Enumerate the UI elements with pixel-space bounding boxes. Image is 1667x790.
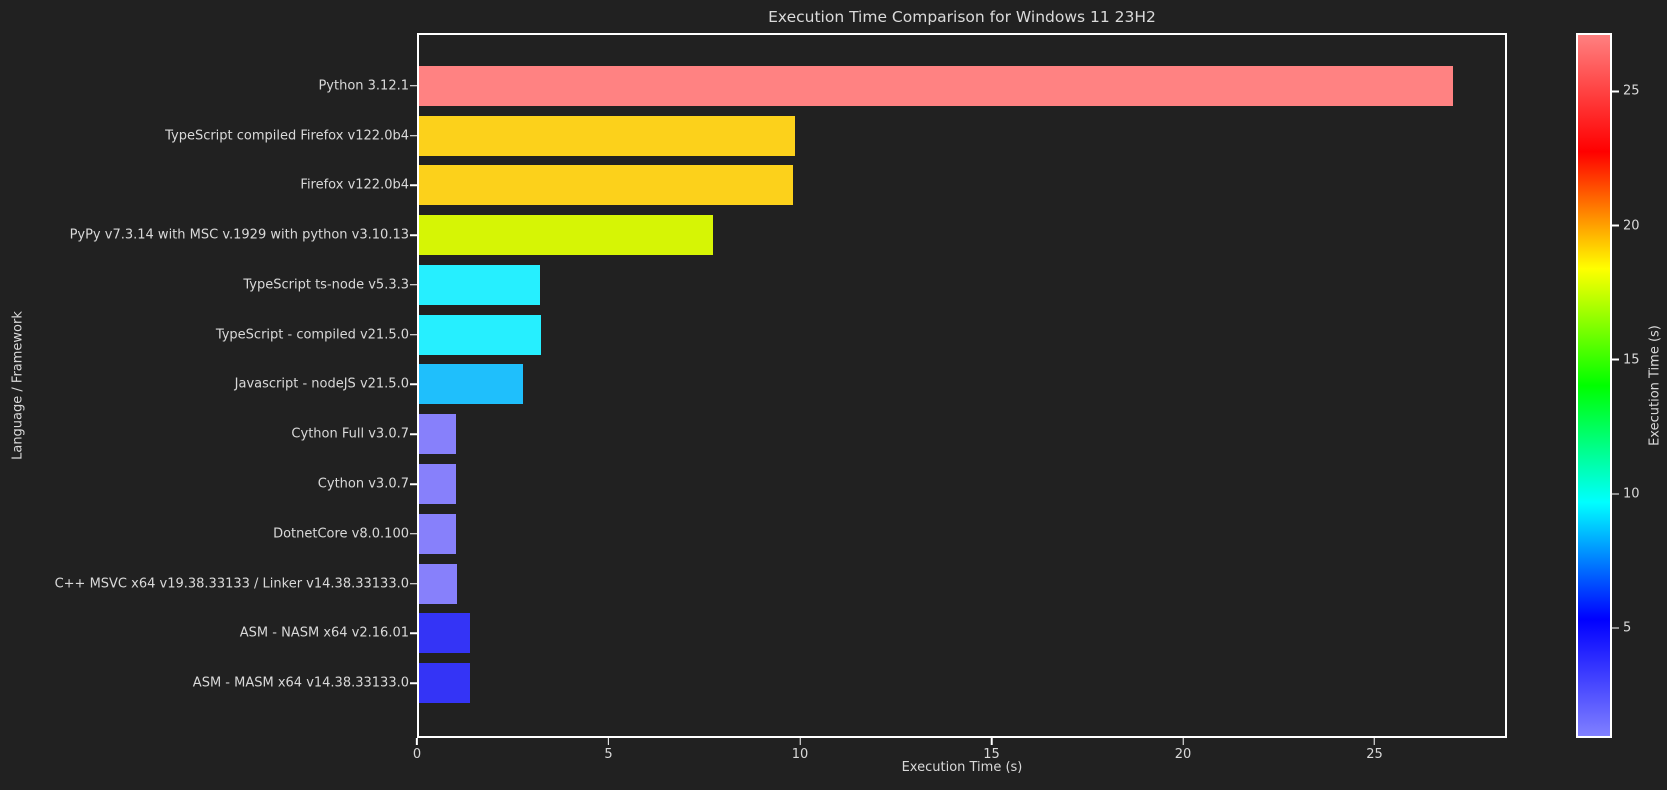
category-label: TypeScript ts-node v5.3.3: [243, 277, 409, 293]
bar: [419, 464, 457, 504]
colorbar-tick: 10: [1610, 486, 1640, 501]
bar-row: Python 3.12.1: [318, 61, 1505, 111]
x-tick-label: 15: [983, 747, 1000, 762]
x-tick-mark: [607, 738, 610, 745]
colorbar-tick: 20: [1610, 218, 1640, 233]
y-tick-mark: [410, 582, 417, 585]
bar-row: C++ MSVC x64 v19.38.33133 / Linker v14.3…: [55, 559, 1505, 609]
colorbar-gradient: [1578, 35, 1610, 736]
colorbar-tick-mark: [1612, 224, 1619, 227]
colorbar: 25 20 15 10 5: [1576, 33, 1640, 738]
x-tick-mark: [990, 738, 993, 745]
category-label: C++ MSVC x64 v19.38.33133 / Linker v14.3…: [54, 576, 409, 592]
y-tick-mark: [410, 184, 417, 187]
category-label: Firefox v122.0b4: [300, 177, 409, 193]
x-tick: 0: [413, 738, 421, 762]
bar: [419, 563, 457, 604]
colorbar-tick: 25: [1610, 84, 1640, 99]
colorbar-tick-mark: [1612, 358, 1619, 361]
category-label: Cython Full v3.0.7: [291, 426, 409, 442]
bar: [419, 165, 793, 206]
y-tick-mark: [410, 632, 417, 635]
bar-row: ASM - NASM x64 v2.16.01: [240, 608, 1505, 658]
x-tick-mark: [1373, 738, 1376, 745]
y-tick-mark: [410, 333, 417, 336]
bar-row: DotnetCore v8.0.100: [273, 509, 1505, 559]
x-tick: 15: [983, 738, 1000, 762]
x-axis: 0 5 10 15 20 25: [413, 738, 1507, 768]
y-tick-mark: [410, 483, 417, 485]
y-tick-mark: [410, 134, 417, 137]
bar-row: Cython Full v3.0.7: [291, 409, 1505, 459]
category-label: DotnetCore v8.0.100: [273, 526, 409, 542]
bar: [419, 65, 1454, 106]
bar: [419, 513, 457, 554]
bar: [419, 264, 540, 305]
x-tick-label: 5: [604, 747, 613, 762]
bar: [419, 115, 796, 156]
x-axis-title: Execution Time (s): [901, 760, 1023, 775]
x-tick-mark: [799, 738, 801, 745]
category-label: TypeScript - compiled v21.5.0: [215, 327, 409, 343]
bar-row: Javascript - nodeJS v21.5.0: [235, 360, 1505, 410]
x-tick-label: 10: [791, 747, 809, 762]
x-tick: 10: [791, 738, 809, 762]
y-tick-mark: [410, 682, 417, 684]
y-axis-title: Language / Framework: [10, 311, 26, 460]
bar: [419, 613, 470, 654]
bar: [419, 314, 542, 355]
bar: [419, 364, 524, 405]
colorbar-title: Execution Time (s): [1647, 325, 1663, 446]
y-tick-mark: [410, 533, 417, 535]
y-tick-mark: [410, 433, 417, 435]
category-label: TypeScript compiled Firefox v122.0b4: [165, 128, 409, 144]
category-label: Cython v3.0.7: [317, 476, 409, 492]
colorbar-tick-mark: [1612, 627, 1619, 629]
y-tick-mark: [410, 234, 417, 236]
chart-title: Execution Time Comparison for Windows 11…: [768, 8, 1156, 26]
bar: [419, 414, 457, 455]
colorbar-tick-label: 20: [1623, 218, 1640, 234]
plot-area: Python 3.12.1 TypeScript compiled Firefox…: [55, 33, 1507, 738]
x-tick: 20: [1174, 738, 1192, 762]
bar-row: TypeScript compiled Firefox v122.0b4: [165, 111, 1505, 161]
colorbar-tick-mark: [1612, 493, 1619, 495]
bars-container: Python 3.12.1 TypeScript compiled Firefox…: [55, 35, 1505, 736]
colorbar-tick-mark: [1612, 90, 1619, 93]
bar-row: TypeScript - compiled v21.5.0: [216, 310, 1505, 360]
x-tick-mark: [1182, 738, 1184, 745]
colorbar-tick-label: 15: [1623, 352, 1640, 368]
y-tick-mark: [410, 383, 417, 386]
bar-row: Cython v3.0.7: [318, 459, 1505, 509]
bar-row: Firefox v122.0b4: [300, 161, 1505, 211]
category-label: ASM - NASM x64 v2.16.01: [239, 625, 409, 641]
colorbar-tick-label: 5: [1623, 620, 1632, 636]
y-tick-mark: [410, 284, 417, 286]
category-label: Javascript - nodeJS v21.5.0: [234, 376, 409, 392]
colorbar-tick-label: 10: [1623, 486, 1640, 502]
bar-row: TypeScript ts-node v5.3.3: [243, 260, 1505, 310]
bar-row: PyPy v7.3.14 with MSC v.1929 with python…: [70, 210, 1505, 260]
colorbar-tick: 15: [1610, 352, 1640, 367]
bar: [419, 663, 470, 704]
x-tick-label: 25: [1366, 747, 1383, 762]
x-tick: 5: [604, 738, 613, 762]
category-label: Python 3.12.1: [318, 78, 409, 94]
x-tick-mark: [416, 738, 418, 745]
x-tick-label: 20: [1174, 747, 1192, 762]
bar-row: ASM - MASM x64 v14.38.33133.0: [193, 658, 1505, 708]
category-label: PyPy v7.3.14 with MSC v.1929 with python…: [69, 227, 409, 243]
colorbar-tick-label: 25: [1623, 83, 1640, 99]
category-label: ASM - MASM x64 v14.38.33133.0: [192, 675, 409, 691]
x-tick-label: 0: [412, 747, 422, 762]
bar: [419, 215, 714, 256]
y-tick-mark: [410, 85, 417, 87]
colorbar-tick: 5: [1610, 621, 1631, 636]
x-tick: 25: [1366, 738, 1383, 762]
